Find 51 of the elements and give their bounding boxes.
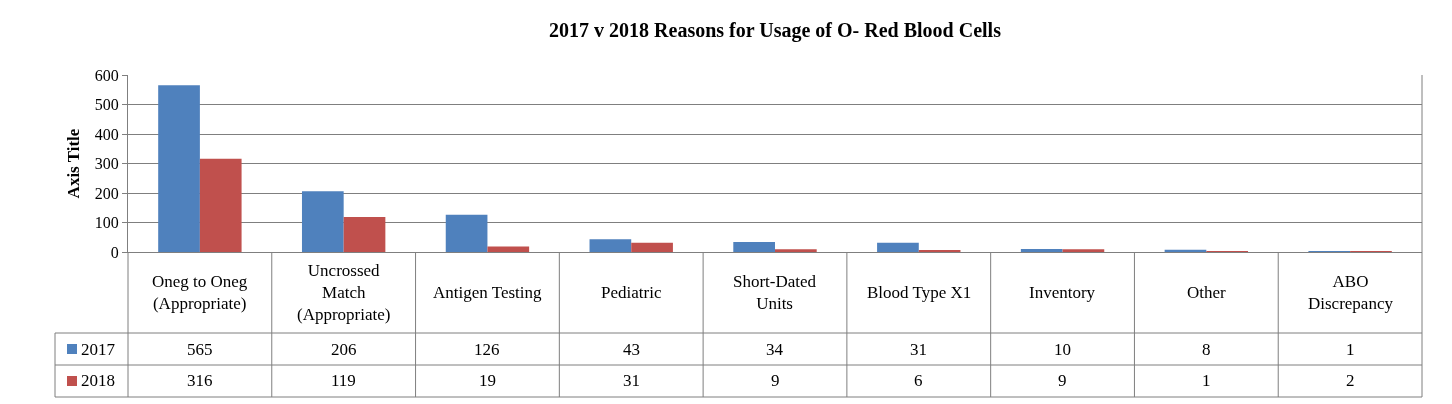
x-tick-label: Pediatric <box>601 283 662 302</box>
bar <box>343 216 386 252</box>
legend-label: 2018 <box>81 371 115 390</box>
bar <box>631 242 673 252</box>
y-tick-label: 100 <box>94 214 119 232</box>
y-tick-label: 0 <box>110 243 119 261</box>
x-tick-label: Blood Type X1 <box>867 283 972 302</box>
y-tick-label: 400 <box>94 125 119 143</box>
x-tick-label: ABO Discrepancy <box>1308 272 1394 314</box>
bar <box>733 241 775 252</box>
bar <box>445 214 488 252</box>
bar <box>877 242 919 252</box>
data-label: 31 <box>910 340 927 359</box>
bar <box>158 85 200 252</box>
data-label: 1 <box>1346 340 1355 359</box>
chart-title: 2017 v 2018 Reasons for Usage of O- Red Blood Cells <box>549 19 1002 42</box>
data-label: 8 <box>1202 340 1211 359</box>
x-tick-label: Uncrossed Match (Appropriate) <box>297 261 391 325</box>
x-tick-label: Other <box>1187 283 1227 302</box>
data-label: 43 <box>623 340 640 359</box>
data-label: 119 <box>331 371 356 390</box>
y-axis-title: Axis Title <box>64 128 84 199</box>
data-label: 206 <box>331 340 357 359</box>
data-label: 565 <box>187 340 213 359</box>
data-label: 31 <box>623 371 640 390</box>
y-tick-label: 600 <box>94 66 119 84</box>
legend-label: 2017 <box>81 340 116 359</box>
data-label: 34 <box>766 340 784 359</box>
data-label: 1 <box>1202 371 1211 390</box>
y-tick-label: 300 <box>94 155 119 173</box>
data-label: 316 <box>187 371 213 390</box>
x-tick-label: Oneg to Oneg (Appropriate) <box>152 272 248 314</box>
data-label: 9 <box>1058 371 1067 390</box>
bar <box>1020 249 1063 252</box>
data-label: 126 <box>474 340 500 359</box>
data-label: 2 <box>1346 371 1355 390</box>
y-tick-label: 200 <box>94 184 119 202</box>
bar <box>1062 249 1105 252</box>
bar <box>199 158 242 252</box>
data-label: 6 <box>914 371 923 390</box>
bar <box>589 239 632 252</box>
data-label: 10 <box>1054 340 1071 359</box>
y-tick-label: 500 <box>94 96 119 114</box>
bar <box>301 191 344 252</box>
x-tick-label: Inventory <box>1029 283 1096 302</box>
x-tick-label: Antigen Testing <box>433 283 543 302</box>
data-label: 19 <box>479 371 496 390</box>
x-tick-label: Short-Dated Units <box>733 272 817 314</box>
bar <box>775 249 817 252</box>
bar <box>487 246 530 252</box>
data-label: 9 <box>771 371 780 390</box>
